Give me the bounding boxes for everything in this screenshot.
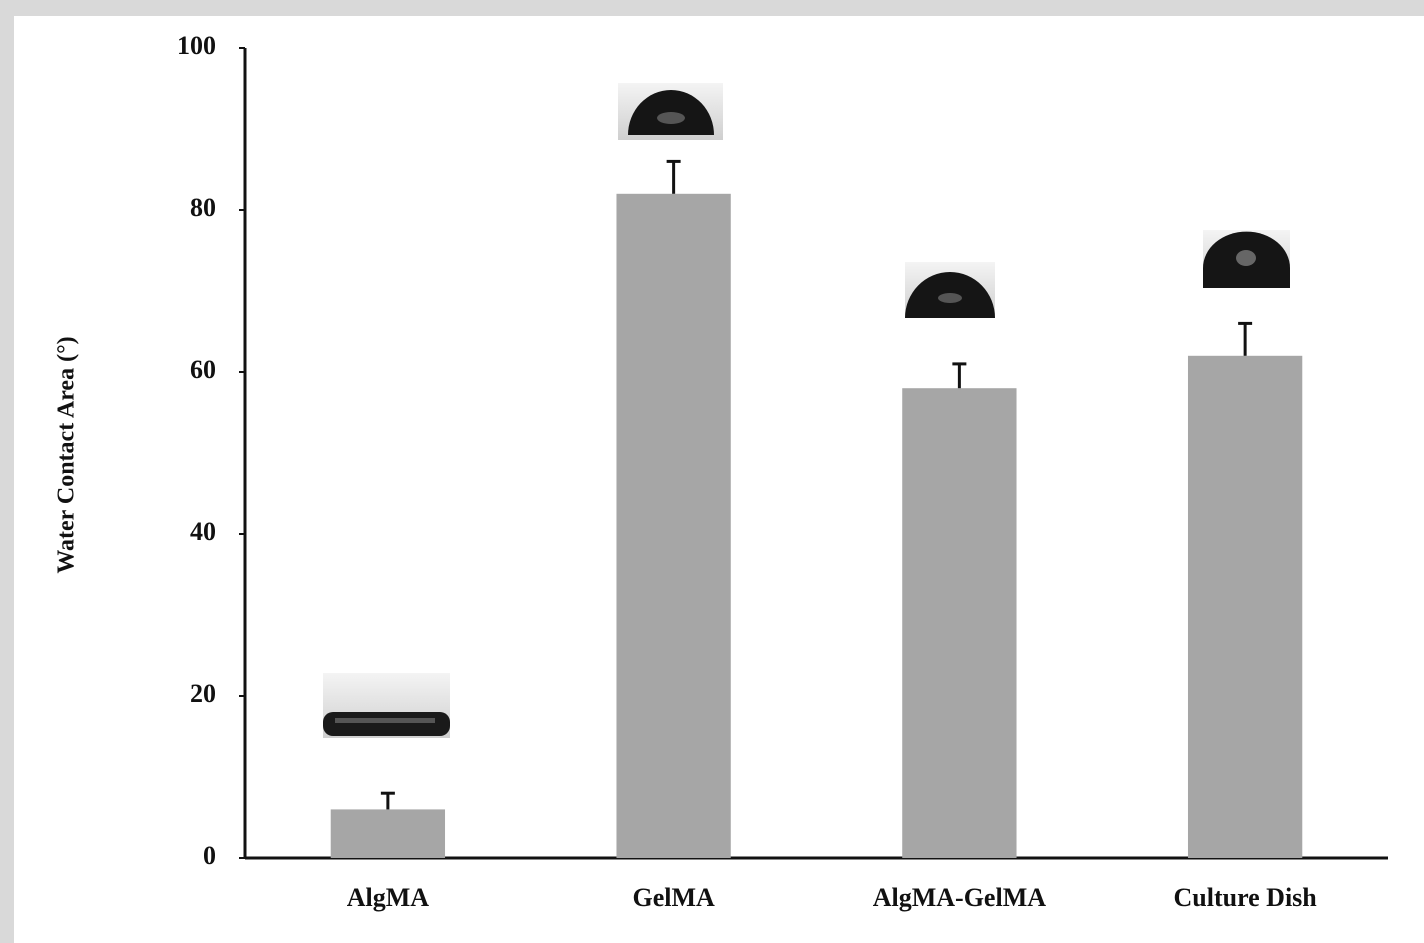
droplet-image (1203, 230, 1290, 288)
x-tick-label: AlgMA (347, 883, 430, 912)
bar (331, 809, 445, 858)
bar (1188, 356, 1302, 858)
y-tick-label: 100 (177, 31, 216, 60)
page: {"chart_data": {"type": "bar", "y_label"… (0, 0, 1424, 943)
x-tick-label: GelMA (632, 883, 715, 912)
bar (902, 388, 1016, 858)
droplet-image (905, 262, 995, 318)
chart: Water Contact Area (°) 0 20 40 60 80 100 AlgMA… (0, 0, 1424, 943)
y-tick-label: 60 (190, 355, 216, 384)
y-tick-label: 0 (203, 841, 216, 870)
x-tick-label: Culture Dish (1173, 883, 1317, 912)
y-axis-label: Water Contact Area (°) (54, 336, 80, 573)
y-tick-label: 20 (190, 679, 216, 708)
droplet-image (323, 673, 450, 738)
x-tick-label: AlgMA-GelMA (873, 883, 1047, 912)
y-tick-label: 80 (190, 193, 216, 222)
y-tick-label: 40 (190, 517, 216, 546)
droplet-image (618, 83, 723, 140)
bar (616, 194, 730, 858)
